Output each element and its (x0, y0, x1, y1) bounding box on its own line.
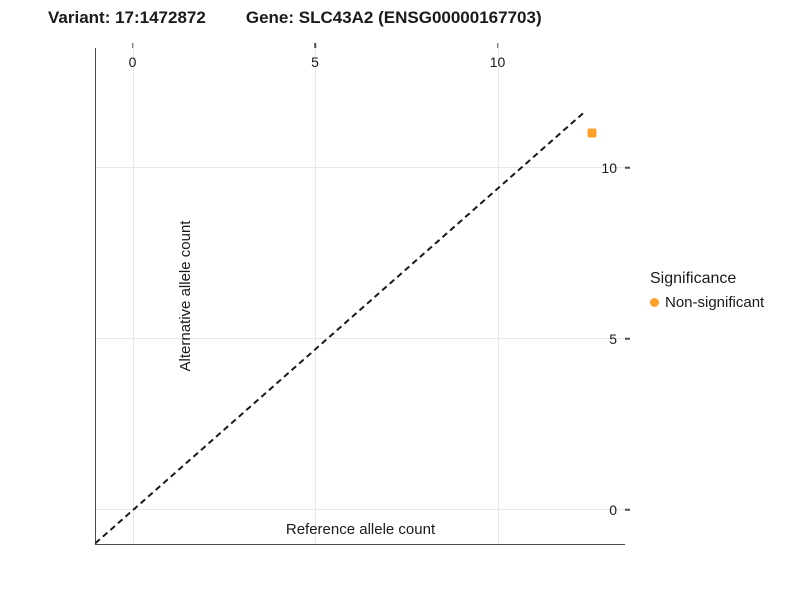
y-tick-mark-10 (625, 167, 630, 169)
x-tick-label-5: 5 (311, 54, 319, 70)
reference-diagonal-line (95, 113, 584, 544)
x-tick-mark-10 (497, 43, 499, 48)
data-point-non-significant[interactable] (588, 129, 597, 138)
x-tick-mark-0 (132, 43, 134, 48)
gridline-x-5 (315, 48, 316, 544)
x-tick-label-10: 10 (490, 54, 506, 70)
y-tick-label-10: 10 (601, 160, 617, 176)
plot-area: 0 5 10 0 5 10 Alternative allele count R… (95, 48, 625, 545)
gridline-y-10 (96, 167, 625, 168)
legend-label-non-significant: Non-significant (665, 294, 764, 311)
gridline-x-0 (133, 48, 134, 544)
title-variant: Variant: 17:1472872 (48, 8, 206, 28)
y-tick-label-0: 0 (609, 502, 617, 518)
gridline-y-0 (96, 509, 625, 510)
legend-swatch-non-significant (650, 298, 659, 307)
legend-item-non-significant[interactable]: Non-significant (650, 294, 790, 311)
gridline-y-5 (96, 338, 625, 339)
title-gene: Gene: SLC43A2 (ENSG00000167703) (246, 8, 542, 28)
x-tick-mark-5 (314, 43, 316, 48)
gridline-x-10 (498, 48, 499, 544)
chart-title-row: Variant: 17:1472872 Gene: SLC43A2 (ENSG0… (48, 8, 800, 28)
y-axis-label: Alternative allele count (177, 221, 194, 372)
x-axis-label: Reference allele count (286, 521, 435, 538)
legend: Significance Non-significant (650, 270, 790, 311)
y-tick-label-5: 5 (609, 331, 617, 347)
y-tick-mark-0 (625, 509, 630, 511)
chart-container: Variant: 17:1472872 Gene: SLC43A2 (ENSG0… (0, 0, 800, 600)
legend-title: Significance (650, 270, 790, 288)
y-tick-mark-5 (625, 338, 630, 340)
x-tick-label-0: 0 (129, 54, 137, 70)
